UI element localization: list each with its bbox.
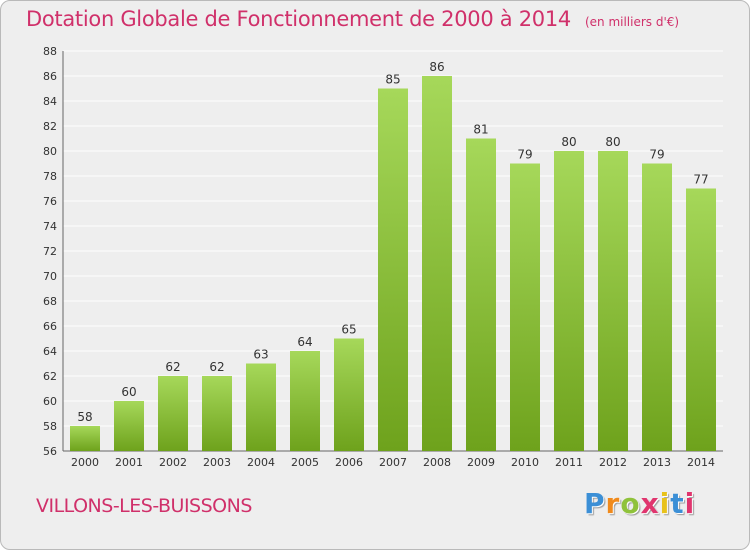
y-tick-label: 84 <box>43 95 57 108</box>
brand-logo: Proxiti <box>584 487 695 520</box>
x-tick-label: 2001 <box>115 456 143 469</box>
value-label: 79 <box>649 148 664 162</box>
x-tick-label: 2004 <box>247 456 275 469</box>
bar <box>642 163 672 451</box>
bar <box>202 376 232 451</box>
y-tick-label: 76 <box>43 195 57 208</box>
x-tick-label: 2011 <box>555 456 583 469</box>
y-tick-label: 64 <box>43 345 57 358</box>
bar <box>290 351 320 451</box>
y-tick-label: 86 <box>43 70 57 83</box>
y-tick-label: 58 <box>43 420 57 433</box>
x-tick-label: 2014 <box>687 456 715 469</box>
brand-letter: i <box>659 487 671 520</box>
chart-title: Dotation Globale de Fonctionnement de 20… <box>26 7 679 31</box>
x-tick-label: 2012 <box>599 456 627 469</box>
value-label: 80 <box>561 135 576 149</box>
y-tick-label: 60 <box>43 395 57 408</box>
y-tick-label: 82 <box>43 120 57 133</box>
brand-letter: P <box>584 487 606 520</box>
x-tick-label: 2008 <box>423 456 451 469</box>
y-tick-label: 70 <box>43 270 57 283</box>
y-tick-labels: 56 58 60 62 64 66 68 70 72 74 76 78 80 82 84 86 88 <box>43 45 57 458</box>
x-tick-labels: 2000 2001 2002 2003 2004 2005 2006 2007 2008 2009… <box>71 456 715 469</box>
value-label: 60 <box>121 385 136 399</box>
x-tick-label: 2007 <box>379 456 407 469</box>
x-tick-label: 2005 <box>291 456 319 469</box>
y-tick-label: 66 <box>43 320 57 333</box>
bar <box>554 151 584 451</box>
brand-letter: r <box>605 487 621 520</box>
chart-title-text: Dotation Globale de Fonctionnement de 20… <box>26 7 571 31</box>
value-label: 77 <box>693 173 708 187</box>
bar <box>378 88 408 451</box>
value-label: 62 <box>165 360 180 374</box>
x-tick-label: 2003 <box>203 456 231 469</box>
y-tick-label: 88 <box>43 45 57 58</box>
x-tick-label: 2000 <box>71 456 99 469</box>
value-label: 58 <box>77 410 92 424</box>
y-tick-label: 74 <box>43 220 57 233</box>
y-tick-label: 78 <box>43 170 57 183</box>
y-tick-label: 72 <box>43 245 57 258</box>
y-tick-label: 80 <box>43 145 57 158</box>
bar <box>598 151 628 451</box>
bar <box>466 138 496 451</box>
bar <box>510 163 540 451</box>
brand-letter: t <box>670 487 685 520</box>
value-label: 64 <box>297 335 312 349</box>
bar <box>114 401 144 451</box>
y-tick-label: 62 <box>43 370 57 383</box>
y-tick-label: 56 <box>43 445 57 458</box>
bar <box>70 426 100 451</box>
value-label: 79 <box>517 148 532 162</box>
chart-subtitle: (en milliers d'€) <box>584 15 680 29</box>
bar <box>158 376 188 451</box>
y-tick-label: 68 <box>43 295 57 308</box>
value-label: 65 <box>341 323 356 337</box>
value-label: 81 <box>473 123 488 137</box>
value-label: 86 <box>429 60 444 74</box>
bars <box>70 76 716 451</box>
x-tick-label: 2013 <box>643 456 671 469</box>
bar <box>686 188 716 451</box>
brand-letter: i <box>684 487 696 520</box>
bar <box>422 76 452 451</box>
bar <box>334 338 364 451</box>
x-tick-label: 2006 <box>335 456 363 469</box>
x-tick-label: 2002 <box>159 456 187 469</box>
x-tick-label: 2010 <box>511 456 539 469</box>
bar <box>246 363 276 451</box>
value-label: 63 <box>253 348 268 362</box>
value-labels: 58 60 62 62 63 64 65 85 86 81 79 80 80 79 77 <box>77 60 708 424</box>
value-label: 85 <box>385 73 400 87</box>
brand-letter: o <box>620 487 641 520</box>
bar-chart: 56 58 60 62 64 66 68 70 72 74 76 78 80 82 84 86 88 58 60 6… <box>43 45 723 469</box>
x-tick-label: 2009 <box>467 456 495 469</box>
commune-name: VILLONS-LES-BUISSONS <box>36 495 252 517</box>
value-label: 62 <box>209 360 224 374</box>
value-label: 80 <box>605 135 620 149</box>
brand-letter: x <box>640 487 660 520</box>
